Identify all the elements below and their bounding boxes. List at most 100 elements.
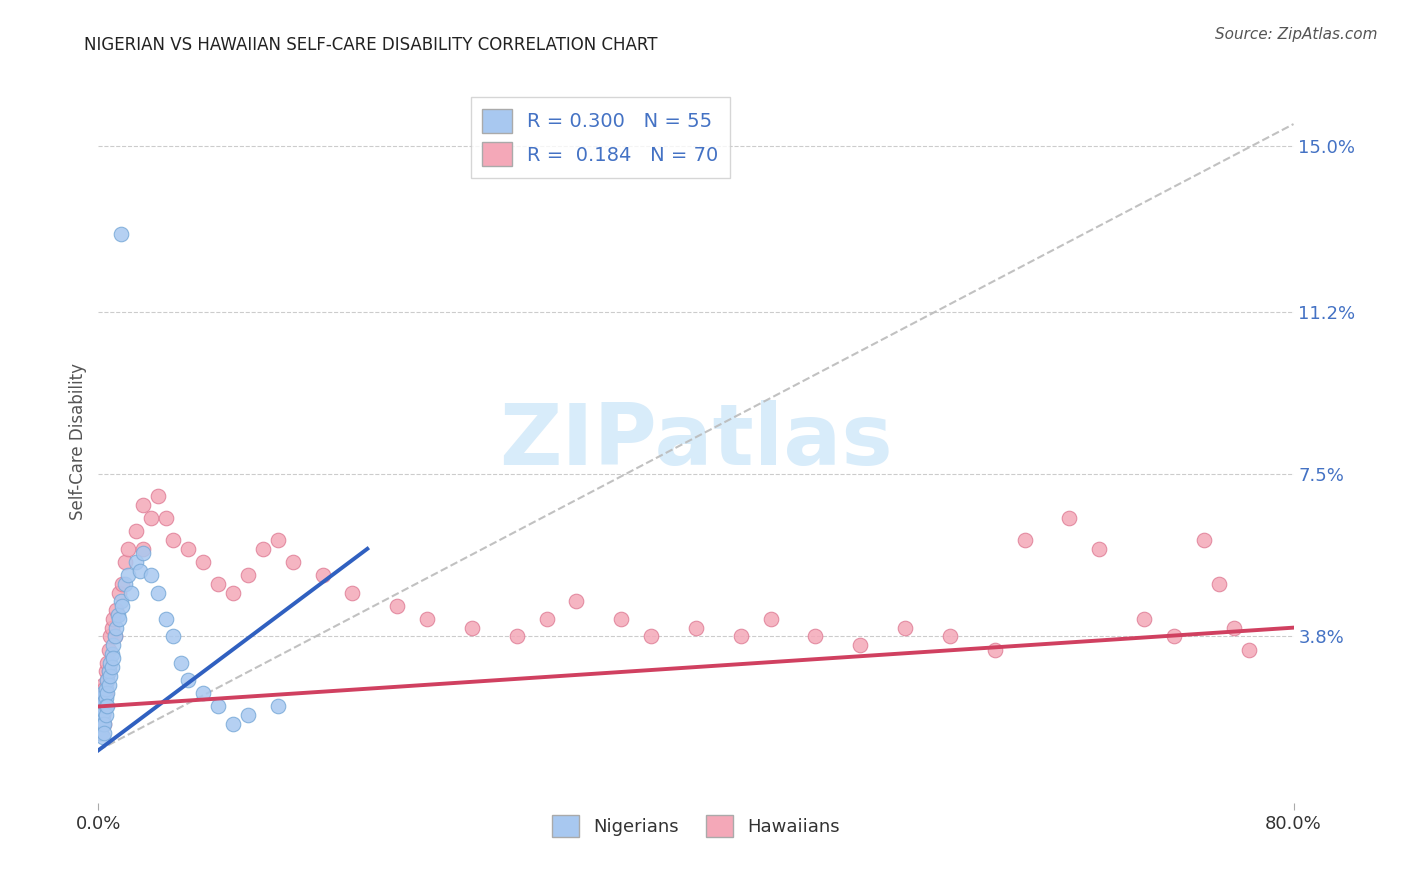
Point: [89, 725, 111, 739]
Point: [1163, 629, 1185, 643]
Point: [110, 594, 132, 608]
Point: [90, 690, 112, 705]
Point: [94, 686, 117, 700]
Point: [114, 555, 136, 569]
Point: [222, 585, 245, 599]
Point: [104, 629, 127, 643]
Point: [91, 713, 114, 727]
Point: [1223, 621, 1246, 635]
Point: [103, 612, 125, 626]
Point: [342, 585, 364, 599]
Point: [191, 686, 214, 700]
Point: [96, 656, 118, 670]
Point: [103, 651, 125, 665]
Point: [91, 730, 114, 744]
Point: [610, 612, 633, 626]
Point: [93, 725, 115, 739]
Point: [105, 603, 128, 617]
Point: [93, 695, 115, 709]
Point: [125, 555, 148, 569]
Point: [1014, 533, 1036, 547]
Legend: Nigerians, Hawaiians: Nigerians, Hawaiians: [544, 808, 848, 845]
Point: [91, 686, 114, 700]
Point: [90, 713, 112, 727]
Point: [120, 585, 142, 599]
Point: [640, 629, 662, 643]
Point: [89, 717, 111, 731]
Point: [207, 699, 229, 714]
Point: [91, 708, 114, 723]
Point: [177, 673, 200, 688]
Point: [894, 621, 917, 635]
Point: [281, 555, 304, 569]
Point: [162, 533, 184, 547]
Point: [96, 673, 118, 688]
Point: [93, 699, 115, 714]
Point: [93, 704, 115, 718]
Point: [94, 665, 117, 679]
Point: [93, 717, 115, 731]
Point: [96, 673, 118, 688]
Y-axis label: Self-Care Disability: Self-Care Disability: [69, 363, 87, 520]
Point: [177, 541, 200, 556]
Point: [91, 717, 114, 731]
Point: [94, 690, 117, 705]
Point: [222, 717, 245, 731]
Point: [94, 681, 117, 696]
Point: [111, 599, 134, 613]
Point: [108, 612, 131, 626]
Point: [1088, 541, 1111, 556]
Point: [96, 699, 118, 714]
Point: [1059, 511, 1081, 525]
Point: [506, 629, 529, 643]
Point: [132, 546, 155, 560]
Point: [1208, 577, 1230, 591]
Point: [207, 577, 229, 591]
Point: [267, 533, 290, 547]
Point: [416, 612, 439, 626]
Point: [89, 699, 111, 714]
Point: [1192, 533, 1215, 547]
Point: [139, 511, 162, 525]
Point: [236, 568, 259, 582]
Point: [129, 564, 152, 578]
Point: [1237, 642, 1260, 657]
Point: [90, 690, 112, 705]
Point: [169, 656, 191, 670]
Point: [759, 612, 782, 626]
Point: [90, 722, 112, 736]
Point: [91, 695, 114, 709]
Point: [94, 708, 117, 723]
Point: [252, 541, 274, 556]
Point: [103, 638, 125, 652]
Point: [1133, 612, 1156, 626]
Point: [155, 612, 177, 626]
Text: ZIPatlas: ZIPatlas: [499, 400, 893, 483]
Point: [90, 708, 112, 723]
Point: [565, 594, 588, 608]
Point: [114, 577, 136, 591]
Point: [125, 524, 148, 539]
Point: [98, 656, 122, 670]
Point: [90, 708, 112, 723]
Point: [849, 638, 872, 652]
Point: [98, 669, 122, 683]
Point: [89, 717, 111, 731]
Point: [117, 568, 139, 582]
Point: [94, 699, 117, 714]
Point: [91, 677, 114, 691]
Point: [162, 629, 184, 643]
Point: [111, 577, 134, 591]
Point: [98, 629, 122, 643]
Point: [148, 489, 170, 503]
Point: [97, 677, 120, 691]
Point: [984, 642, 1007, 657]
Point: [730, 629, 752, 643]
Point: [97, 665, 120, 679]
Point: [536, 612, 558, 626]
Point: [267, 699, 290, 714]
Text: NIGERIAN VS HAWAIIAN SELF-CARE DISABILITY CORRELATION CHART: NIGERIAN VS HAWAIIAN SELF-CARE DISABILIT…: [84, 36, 658, 54]
Point: [132, 541, 155, 556]
Point: [139, 568, 162, 582]
Point: [97, 642, 120, 657]
